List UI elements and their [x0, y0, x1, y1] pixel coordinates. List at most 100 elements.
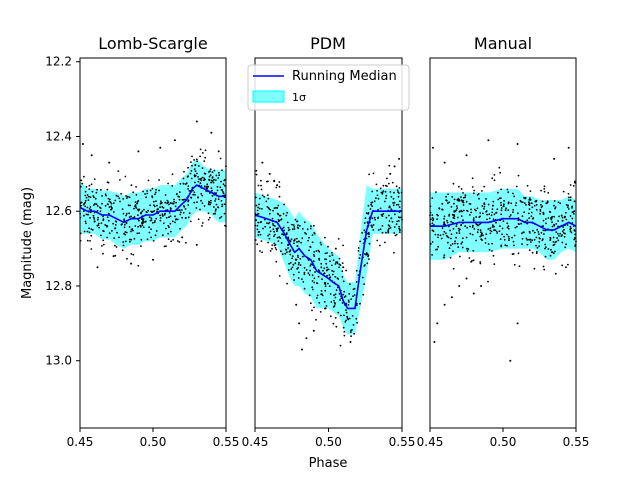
- data-point: [493, 174, 496, 176]
- running-median-line: [430, 217, 577, 231]
- data-point: [334, 296, 337, 299]
- data-point: [320, 266, 323, 269]
- data-point: [393, 191, 395, 194]
- data-point: [468, 202, 471, 205]
- data-point: [316, 297, 318, 299]
- data-point: [528, 249, 531, 252]
- data-point: [557, 201, 560, 204]
- data-point: [480, 233, 483, 236]
- data-point: [320, 293, 323, 296]
- data-point: [182, 211, 185, 214]
- data-point: [195, 243, 198, 246]
- data-point: [462, 209, 465, 212]
- data-point: [286, 282, 288, 285]
- data-point: [500, 188, 502, 191]
- data-point: [194, 170, 197, 173]
- data-point: [567, 146, 570, 149]
- data-point: [569, 215, 572, 217]
- data-point: [165, 216, 168, 219]
- data-point: [265, 200, 268, 203]
- data-point: [260, 240, 263, 243]
- data-point: [476, 231, 479, 234]
- data-point: [125, 212, 128, 215]
- data-point: [379, 228, 382, 231]
- data-point: [518, 265, 521, 268]
- data-point: [457, 246, 460, 249]
- data-point: [297, 256, 300, 259]
- data-point: [368, 242, 371, 245]
- data-point: [477, 193, 480, 195]
- data-point: [190, 196, 192, 199]
- data-point: [303, 266, 306, 269]
- data-point: [447, 236, 450, 239]
- data-point: [294, 262, 297, 265]
- data-point: [516, 225, 518, 228]
- data-point: [185, 241, 187, 244]
- data-point: [128, 196, 131, 199]
- data-point: [114, 244, 116, 247]
- x-tick-label: 0.55: [213, 435, 240, 449]
- data-point: [496, 232, 499, 234]
- data-point: [158, 189, 161, 192]
- data-point: [209, 174, 212, 177]
- data-point: [500, 197, 502, 200]
- data-point: [529, 190, 532, 193]
- data-point: [557, 233, 559, 235]
- data-point: [216, 189, 219, 192]
- data-point: [531, 206, 534, 209]
- data-point: [495, 212, 497, 214]
- data-point: [282, 212, 285, 215]
- y-tick-label: 12.6: [45, 204, 72, 218]
- data-point: [150, 228, 152, 231]
- data-point: [554, 250, 556, 253]
- data-point: [83, 214, 85, 217]
- data-point: [287, 226, 290, 229]
- data-point: [168, 212, 171, 214]
- data-point: [381, 231, 384, 234]
- data-point: [335, 325, 338, 328]
- data-point: [218, 172, 220, 174]
- data-point: [507, 227, 510, 230]
- data-point: [550, 248, 552, 251]
- data-point: [135, 193, 138, 196]
- data-point: [148, 226, 151, 229]
- data-point: [475, 216, 478, 218]
- data-point: [132, 229, 134, 232]
- data-point: [293, 228, 296, 230]
- data-point: [211, 189, 213, 192]
- data-point: [255, 173, 258, 176]
- data-point: [479, 229, 482, 232]
- data-point: [368, 235, 370, 238]
- data-point: [554, 206, 557, 209]
- data-point: [102, 230, 104, 232]
- data-point: [327, 268, 330, 271]
- data-point: [342, 326, 345, 329]
- data-point: [272, 228, 275, 231]
- data-point: [324, 281, 327, 284]
- data-point: [215, 174, 218, 177]
- data-point: [263, 218, 266, 221]
- data-point: [261, 194, 264, 197]
- data-point: [532, 229, 534, 232]
- data-point: [321, 278, 323, 281]
- data-point: [217, 198, 220, 201]
- data-point: [217, 150, 220, 153]
- data-point: [384, 241, 386, 244]
- data-point: [454, 242, 456, 245]
- legend-box: [247, 64, 410, 111]
- data-point: [201, 225, 203, 227]
- data-point: [357, 250, 360, 252]
- data-point: [477, 228, 480, 231]
- data-point: [433, 341, 436, 343]
- data-point: [443, 222, 446, 225]
- data-point: [169, 230, 172, 233]
- data-point: [547, 248, 550, 250]
- data-point: [382, 212, 385, 215]
- data-point: [190, 169, 193, 172]
- data-point: [462, 196, 465, 199]
- data-point: [199, 182, 202, 185]
- data-point: [373, 216, 376, 219]
- data-point: [298, 271, 300, 274]
- data-point: [465, 277, 468, 280]
- data-point: [273, 180, 276, 183]
